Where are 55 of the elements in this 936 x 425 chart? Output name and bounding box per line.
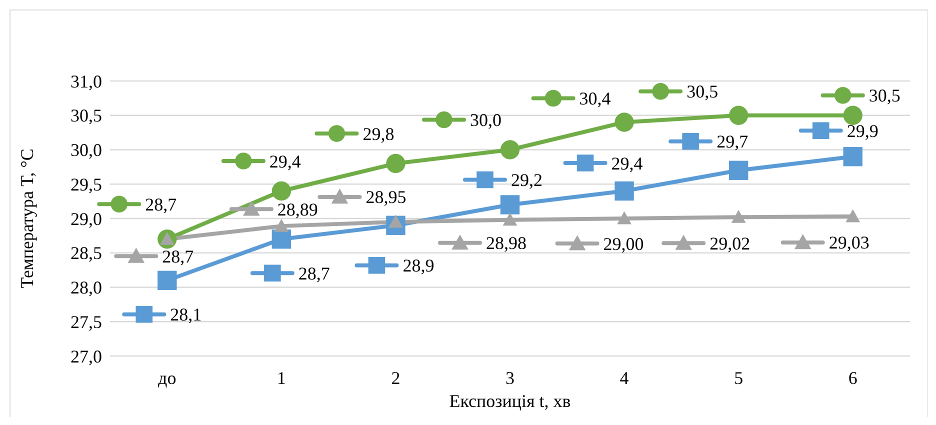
y-tick-label: 31,0	[70, 71, 102, 92]
data-label: 30,4	[579, 88, 611, 109]
data-label: 30,0	[470, 110, 502, 130]
x-tick-label: 4	[620, 368, 629, 388]
data-label: 28,95	[366, 187, 406, 208]
point	[272, 181, 292, 201]
x-tick-label: 3	[506, 368, 514, 388]
x-tick-label: 1	[276, 368, 286, 388]
y-tick-label: 28,5	[70, 243, 102, 264]
y-tick-label: 28,0	[70, 278, 102, 298]
data-label: 29,4	[611, 153, 643, 174]
point	[500, 140, 520, 160]
point	[502, 212, 518, 226]
point	[158, 270, 177, 290]
point	[846, 209, 860, 222]
y-tick-label: 29,0	[70, 208, 102, 229]
point	[731, 210, 746, 223]
data-label: 28,1	[170, 304, 202, 325]
y-tick-label: 27,0	[70, 346, 102, 366]
data-label: 29,03	[828, 232, 870, 253]
point	[614, 181, 634, 201]
x-tick-label: до	[158, 368, 176, 388]
x-axis-title: Експозиція t, хв	[449, 391, 571, 411]
x-tick-label: 2	[391, 368, 400, 388]
point	[500, 195, 520, 214]
data-label: 29,4	[269, 151, 301, 172]
point	[728, 106, 748, 125]
data-label: 28,89	[277, 199, 318, 220]
y-tick-label: 30,0	[70, 140, 102, 160]
y-tick-label: 27,5	[70, 312, 102, 332]
data-label: 30,5	[868, 86, 900, 106]
y-tick-label: 29,5	[70, 174, 102, 194]
point	[617, 211, 632, 224]
data-label: 29,2	[511, 170, 542, 190]
data-label: 29,8	[362, 124, 394, 144]
data-label: 28,7	[145, 194, 177, 214]
data-label: 30,5	[686, 82, 718, 102]
point	[728, 160, 748, 180]
x-tick-label: 5	[734, 368, 744, 388]
point	[843, 106, 862, 125]
y-axis-title: Температура T, °С	[17, 148, 37, 288]
point	[843, 147, 862, 166]
data-label: 28,9	[402, 256, 434, 276]
data-label: 29,9	[846, 120, 878, 141]
x-tick-label: 6	[848, 368, 858, 388]
data-label: 28,98	[486, 233, 526, 254]
data-label: 29,7	[716, 132, 748, 152]
data-label: 29,00	[603, 234, 644, 254]
point	[614, 112, 634, 132]
data-label: 29,02	[710, 233, 750, 254]
data-label: 28,7	[298, 263, 330, 284]
y-tick-label: 30,5	[70, 106, 102, 126]
point	[386, 154, 406, 174]
point	[274, 218, 289, 232]
data-label: 28,7	[162, 246, 194, 266]
